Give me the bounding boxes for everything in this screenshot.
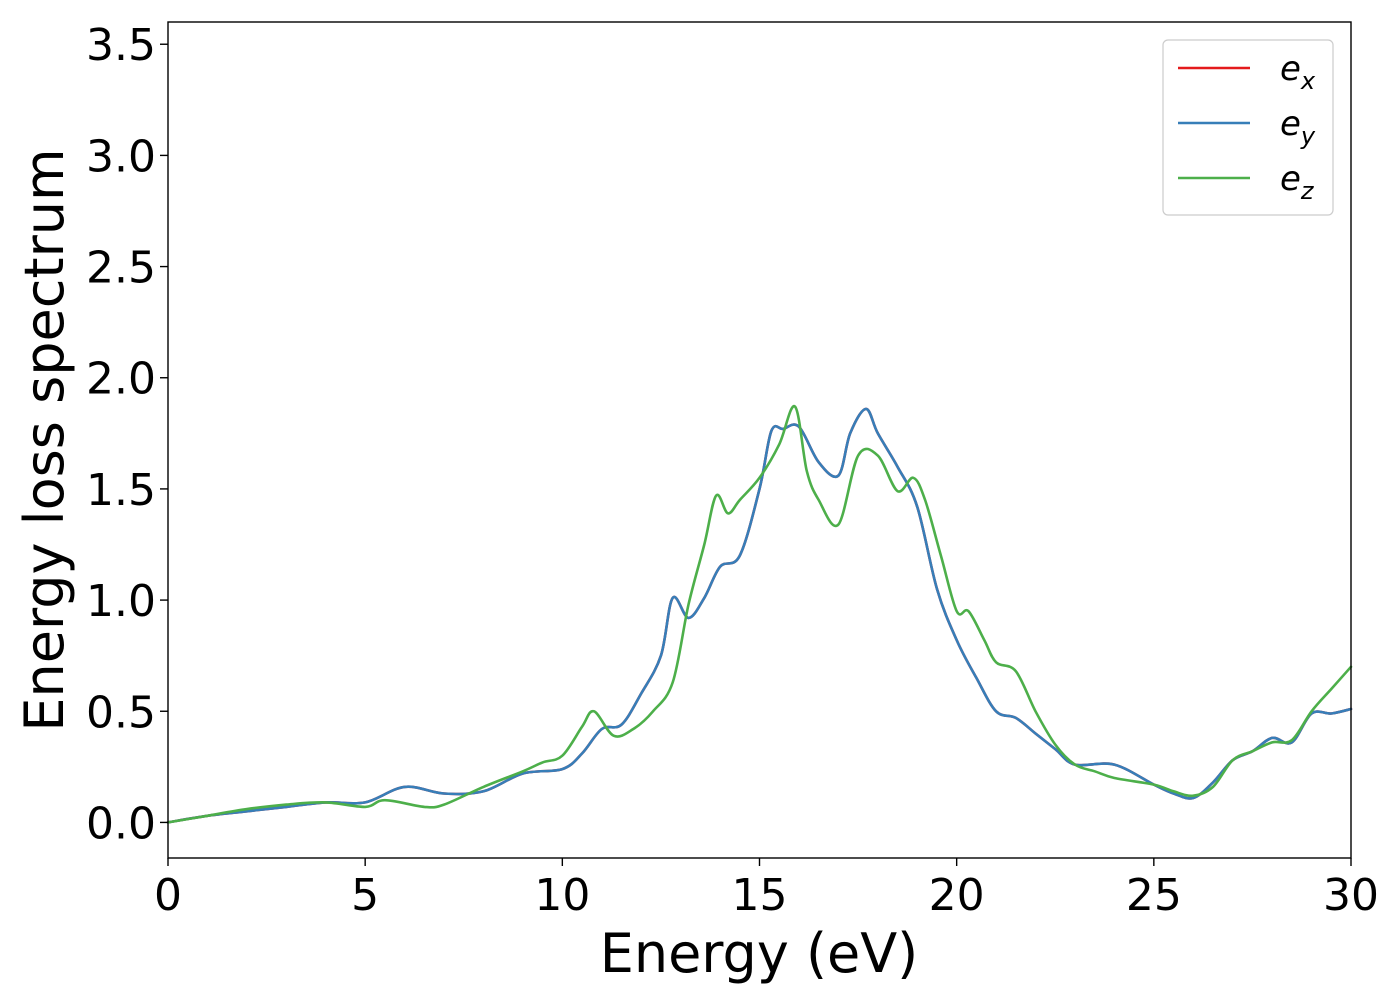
- y-tick-label: 0.0: [86, 798, 156, 849]
- y-tick-label: 1.0: [86, 576, 156, 627]
- x-tick-label: 15: [732, 870, 788, 921]
- legend-label-subscript: x: [1300, 67, 1316, 95]
- series-line-e-y: [166, 407, 1353, 824]
- y-tick-label: 3.5: [86, 20, 156, 71]
- legend-label-subscript: y: [1300, 122, 1316, 150]
- x-tick-label: 5: [351, 870, 379, 921]
- series-line-e-x: [166, 407, 1353, 824]
- legend-label-e-x: ex: [1280, 49, 1316, 95]
- legend-label-subscript: z: [1300, 177, 1315, 205]
- series-layer: [166, 405, 1353, 824]
- y-tick-label: 0.5: [86, 687, 156, 738]
- y-tick-label: 2.0: [86, 354, 156, 405]
- legend-label-base: e: [1280, 49, 1301, 89]
- y-tick-label: 1.5: [86, 465, 156, 516]
- y-axis-title: Energy loss spectrum: [13, 148, 76, 731]
- y-axis: 0.0 0.5 1.0 1.5 2.0 2.5 3.0 3.5: [86, 20, 168, 849]
- x-tick-label: 25: [1126, 870, 1182, 921]
- legend-label-base: e: [1280, 159, 1301, 199]
- x-tick-label: 30: [1323, 870, 1379, 921]
- x-axis-title: Energy (eV): [600, 922, 919, 985]
- legend-label-e-y: ey: [1280, 104, 1316, 150]
- y-tick-label: 3.0: [86, 131, 156, 182]
- legend-label-base: e: [1280, 104, 1301, 144]
- x-axis: 0 5 10 15 20 25 30: [154, 858, 1379, 921]
- legend-label-e-z: ez: [1280, 159, 1315, 205]
- x-tick-label: 0: [154, 870, 182, 921]
- x-tick-label: 20: [929, 870, 985, 921]
- x-tick-label: 10: [534, 870, 590, 921]
- series-line-e-z: [166, 405, 1353, 824]
- legend-box: [1162, 39, 1334, 216]
- y-tick-label: 2.5: [86, 243, 156, 294]
